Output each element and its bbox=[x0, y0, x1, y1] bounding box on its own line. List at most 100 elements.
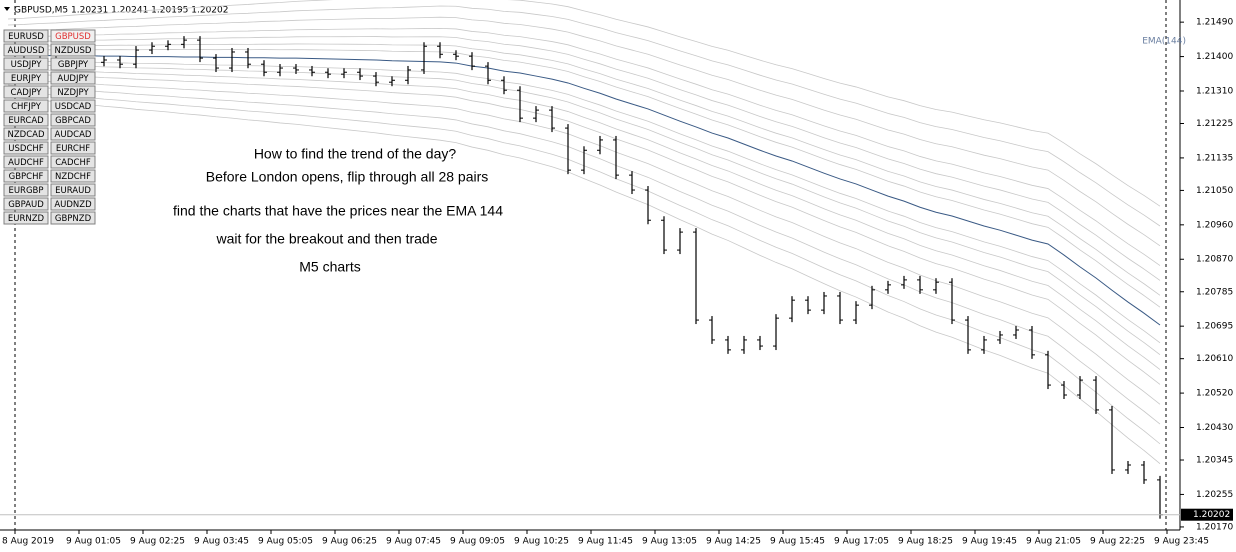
x-tick-label: 9 Aug 15:45 bbox=[770, 537, 825, 547]
price-bar bbox=[901, 275, 907, 289]
price-bar bbox=[533, 106, 539, 123]
pair-button[interactable]: EURNZD bbox=[3, 211, 49, 225]
x-tick-label: 9 Aug 19:45 bbox=[962, 537, 1017, 547]
pair-button[interactable]: USDCHF bbox=[3, 141, 49, 155]
pair-button-bg bbox=[50, 127, 96, 141]
pair-button[interactable]: EURAUD bbox=[50, 183, 96, 197]
pair-button-bg bbox=[50, 71, 96, 85]
pair-button-label: AUDCAD bbox=[55, 130, 92, 140]
x-tick-label: 9 Aug 01:05 bbox=[66, 537, 121, 547]
price-bar bbox=[645, 186, 651, 225]
pair-button[interactable]: EURJPY bbox=[3, 71, 49, 85]
pair-button[interactable]: GBPCHF bbox=[3, 169, 49, 183]
price-bar bbox=[965, 316, 971, 354]
menu-arrow[interactable] bbox=[4, 7, 10, 11]
x-tick-label: 9 Aug 22:25 bbox=[1090, 537, 1145, 547]
x-tick-label: 9 Aug 10:25 bbox=[514, 537, 569, 547]
x-tick-label: 9 Aug 11:45 bbox=[578, 537, 633, 547]
x-tick-label: 9 Aug 02:25 bbox=[130, 537, 185, 547]
pair-button[interactable]: EURCAD bbox=[3, 113, 49, 127]
price-bar bbox=[485, 62, 491, 85]
price-bar bbox=[229, 47, 235, 73]
price-bar bbox=[629, 171, 635, 195]
pair-button-label: GBPAUD bbox=[8, 200, 44, 210]
pair-button[interactable]: GBPJPY bbox=[50, 57, 96, 71]
x-tick-label: 9 Aug 09:05 bbox=[450, 537, 505, 547]
pair-button-label: NZDCAD bbox=[7, 130, 44, 140]
price-bar bbox=[389, 76, 395, 87]
pair-button-label: AUDUSD bbox=[8, 46, 45, 56]
pair-button[interactable]: CHFJPY bbox=[3, 99, 49, 113]
price-bar bbox=[437, 42, 443, 59]
pair-button-bg bbox=[50, 183, 96, 197]
envelope-line bbox=[7, 0, 1161, 207]
pair-button[interactable]: NZDUSD bbox=[50, 43, 96, 57]
pair-button-label: USDCAD bbox=[55, 102, 92, 112]
pair-button-label: GBPCAD bbox=[55, 116, 91, 126]
pair-button[interactable]: GBPUSD bbox=[50, 29, 96, 43]
x-tick-label: 9 Aug 03:45 bbox=[194, 537, 249, 547]
price-bar bbox=[133, 46, 139, 69]
last-price-label: 1.20202 bbox=[1193, 510, 1230, 520]
price-bar bbox=[261, 60, 267, 77]
pair-button-bg bbox=[3, 183, 49, 197]
envelope-line bbox=[7, 63, 1161, 356]
pair-button-label: GBPCHF bbox=[9, 172, 44, 182]
price-bar bbox=[981, 335, 987, 354]
price-bar bbox=[917, 275, 923, 294]
pair-button[interactable]: EURCHF bbox=[50, 141, 96, 155]
pair-button-label: EURCHF bbox=[56, 144, 90, 154]
price-bar bbox=[341, 68, 347, 79]
pair-button-bg bbox=[50, 43, 96, 57]
price-bar bbox=[1109, 405, 1115, 474]
pair-button-label: USDJPY bbox=[11, 60, 43, 70]
y-tick-label: 1.21135 bbox=[1196, 153, 1233, 163]
x-tick-label: 9 Aug 07:45 bbox=[386, 537, 441, 547]
price-bar bbox=[693, 228, 699, 325]
pair-button[interactable]: EURUSD bbox=[3, 29, 49, 43]
pair-button[interactable]: NZDCHF bbox=[50, 169, 96, 183]
pair-button[interactable]: CADJPY bbox=[3, 85, 49, 99]
envelope-line bbox=[7, 16, 1161, 247]
pair-button[interactable]: GBPNZD bbox=[50, 211, 96, 225]
pair-button-bg bbox=[3, 141, 49, 155]
pair-button-label: NZDJPY bbox=[57, 88, 89, 98]
price-bar bbox=[757, 335, 763, 351]
y-tick-label: 1.21050 bbox=[1196, 186, 1233, 196]
price-bar bbox=[469, 52, 475, 71]
price-bar bbox=[197, 36, 203, 63]
pair-button[interactable]: USDJPY bbox=[3, 57, 49, 71]
y-tick-label: 1.21310 bbox=[1196, 86, 1233, 96]
price-bar bbox=[309, 65, 315, 77]
y-tick-label: 1.20695 bbox=[1196, 322, 1233, 332]
pair-button[interactable]: EURGBP bbox=[3, 183, 49, 197]
pair-button-bg bbox=[3, 99, 49, 113]
pair-button[interactable]: NZDCAD bbox=[3, 127, 49, 141]
pair-button-bg bbox=[3, 71, 49, 85]
price-bar bbox=[501, 76, 507, 95]
indicator-label: EMA(144) bbox=[1142, 37, 1186, 47]
pair-button[interactable]: CADCHF bbox=[50, 155, 96, 169]
pair-button-bg bbox=[50, 211, 96, 225]
price-bar bbox=[709, 316, 715, 344]
annotation: Before London opens, flip through all 28… bbox=[206, 169, 489, 185]
price-bar bbox=[181, 36, 187, 49]
pair-button[interactable]: AUDCHF bbox=[3, 155, 49, 169]
pair-button[interactable]: AUDNZD bbox=[50, 197, 96, 211]
x-tick-label: 9 Aug 05:05 bbox=[258, 537, 313, 547]
pair-button[interactable]: GBPAUD bbox=[3, 197, 49, 211]
pair-button[interactable]: USDCAD bbox=[50, 99, 96, 113]
pair-button[interactable]: AUDCAD bbox=[50, 127, 96, 141]
y-tick-label: 1.20345 bbox=[1196, 456, 1233, 466]
price-bar bbox=[741, 335, 747, 354]
pair-button[interactable]: AUDUSD bbox=[3, 43, 49, 57]
annotation: wait for the breakout and then trade bbox=[215, 231, 437, 247]
pair-button-label: EURAUD bbox=[55, 186, 91, 196]
pair-button-label: CADJPY bbox=[11, 88, 43, 98]
pair-button[interactable]: NZDJPY bbox=[50, 85, 96, 99]
pair-button[interactable]: GBPCAD bbox=[50, 113, 96, 127]
pair-button[interactable]: AUDJPY bbox=[50, 71, 96, 85]
pair-button-label: AUDNZD bbox=[54, 200, 92, 210]
x-tick-label: 8 Aug 2019 bbox=[2, 537, 54, 547]
price-bar bbox=[949, 278, 955, 325]
